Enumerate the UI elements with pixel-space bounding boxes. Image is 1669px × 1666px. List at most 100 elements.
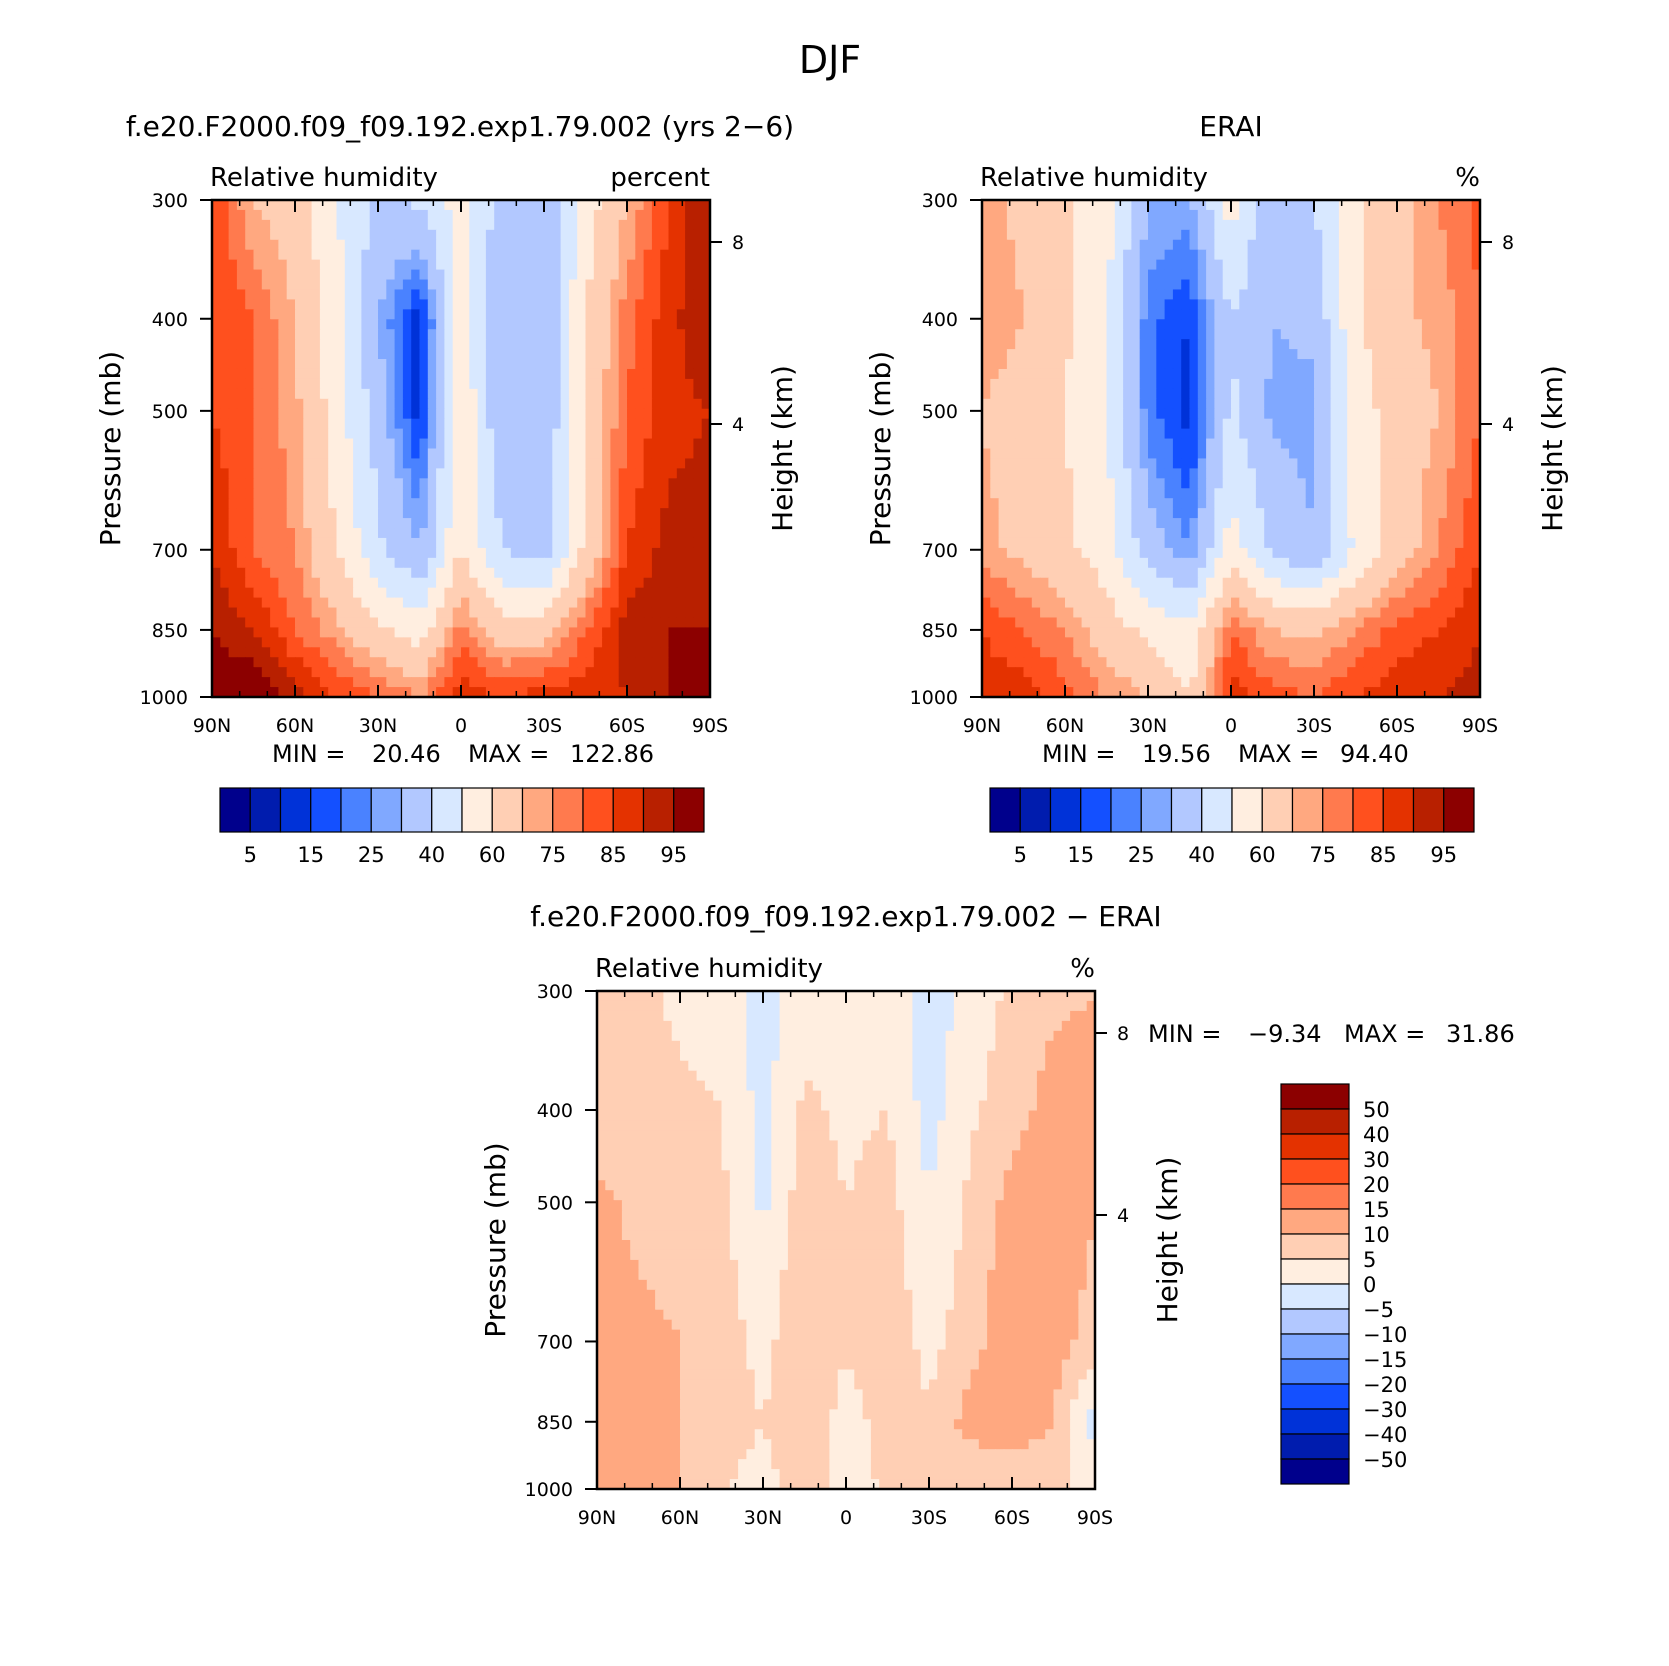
field-cell [510, 677, 520, 688]
field-cell [1181, 378, 1191, 390]
field-cell [701, 200, 711, 211]
field-cell [212, 418, 221, 430]
field-cell [477, 428, 487, 440]
field-cell [386, 388, 396, 400]
field-cell [1197, 319, 1207, 330]
field-cell [1289, 339, 1298, 350]
field-cell [253, 239, 263, 251]
field-cell [668, 677, 678, 688]
field-cell [610, 359, 620, 370]
field-cell [469, 498, 479, 509]
field-cell [1289, 428, 1298, 440]
field-cell [651, 398, 661, 410]
field-cell [286, 488, 296, 499]
field-cell [519, 279, 528, 291]
field-cell [477, 687, 487, 698]
field-cell [494, 408, 504, 420]
field-cell [1089, 259, 1099, 271]
field-cell [1023, 209, 1033, 221]
field-cell [701, 388, 711, 400]
field-cell [1239, 359, 1249, 370]
field-cell [1372, 329, 1381, 340]
field-cell [1040, 249, 1049, 261]
field-cell [527, 537, 537, 549]
field-cell [1222, 428, 1232, 440]
field-cell [1430, 200, 1440, 211]
field-cell [228, 607, 238, 619]
field-cell [1255, 259, 1265, 271]
field-cell [1156, 418, 1166, 430]
field-cell [1172, 269, 1182, 281]
field-cell [1405, 388, 1415, 400]
field-cell [544, 239, 553, 251]
field-cell [295, 587, 304, 599]
field-cell [510, 209, 520, 221]
field-cell [1148, 428, 1157, 440]
field-cell [1297, 319, 1307, 330]
field-cell [585, 368, 595, 380]
field-cell [535, 378, 545, 390]
field-cell [668, 557, 678, 569]
field-cell [353, 577, 362, 589]
field-cell [394, 329, 404, 340]
field-cell [319, 339, 329, 350]
field-cell [593, 567, 603, 579]
field-cell [635, 279, 645, 291]
field-cell [552, 557, 562, 569]
field-cell [261, 209, 271, 221]
field-cell [245, 647, 255, 658]
field-cell [303, 677, 313, 688]
field-cell [552, 597, 562, 609]
field-cell [477, 259, 487, 271]
field-cell [1421, 200, 1431, 211]
field-cell [419, 368, 429, 380]
field-cell [1148, 478, 1157, 489]
field-cell [469, 349, 479, 360]
field-cell [485, 319, 495, 330]
field-cell [461, 587, 470, 599]
field-cell [1438, 478, 1448, 489]
field-cell [436, 299, 445, 310]
field-cell [560, 617, 570, 629]
field-cell [1098, 458, 1108, 469]
field-cell [568, 587, 578, 599]
field-cell [1106, 448, 1116, 460]
field-cell [519, 428, 528, 440]
field-cell [228, 488, 238, 499]
field-cell [1405, 488, 1415, 499]
field-cell [510, 448, 520, 460]
field-cell [544, 667, 553, 678]
field-cell [270, 388, 279, 400]
field-cell [1172, 249, 1182, 261]
field-cell [1255, 219, 1265, 231]
field-cell [635, 508, 645, 519]
field-cell [660, 319, 670, 330]
colorbar-label: 95 [660, 843, 687, 867]
field-cell [245, 319, 255, 330]
field-cell [236, 209, 246, 221]
field-cell [660, 378, 670, 390]
colorbar-box [582, 787, 614, 833]
field-cell [1214, 368, 1224, 380]
field-cell [295, 289, 304, 300]
field-cell [319, 627, 329, 638]
field-cell [643, 408, 653, 420]
field-cell [361, 229, 371, 241]
field-cell [444, 319, 454, 330]
field-cell [519, 378, 528, 390]
field-cell [502, 677, 512, 688]
field-cell [444, 349, 454, 360]
field-cell [245, 329, 255, 340]
field-cell [577, 339, 587, 350]
field-cell [278, 299, 288, 310]
field-cell [1106, 438, 1116, 450]
field-cell [1222, 339, 1232, 350]
field-cell [676, 209, 686, 221]
field-cell [602, 418, 611, 430]
field-cell [1455, 319, 1464, 330]
field-cell [427, 309, 437, 320]
field-cell [1006, 269, 1016, 281]
field-cell [411, 687, 421, 698]
field-cell [278, 418, 288, 430]
field-cell [1272, 498, 1282, 509]
